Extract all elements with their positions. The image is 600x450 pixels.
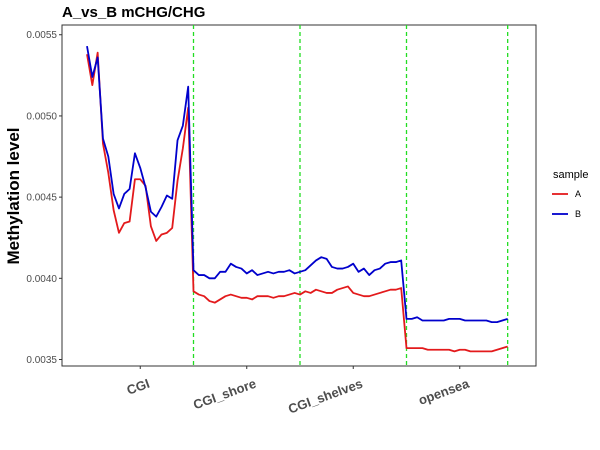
y-tick-label-3: 0.0050 bbox=[26, 111, 57, 122]
series-lines bbox=[86, 45, 508, 353]
series-line-B bbox=[86, 45, 508, 324]
x-tick-label-3: opensea bbox=[416, 375, 471, 407]
y-tick-label-2: 0.0045 bbox=[26, 193, 57, 204]
region-boundaries bbox=[192, 25, 509, 366]
legend-label-B: B bbox=[575, 209, 581, 219]
chart-title: A_vs_B mCHG/CHG bbox=[62, 4, 205, 21]
legend: sample AB bbox=[552, 169, 588, 219]
y-tick-label-0: 0.0035 bbox=[26, 355, 57, 366]
y-axis-label: Methylation level bbox=[4, 128, 23, 265]
x-tick-label-0: CGI bbox=[125, 376, 152, 398]
x-axis: CGI CGI_shore CGI_shelves opensea bbox=[125, 366, 472, 417]
x-tick-label-2: CGI_shelves bbox=[286, 376, 364, 417]
y-axis: 0.0035 0.0040 0.0045 0.0050 0.0055 bbox=[26, 30, 62, 366]
y-tick-label-4: 0.0055 bbox=[26, 30, 57, 41]
x-tick-label-1: CGI_shore bbox=[191, 376, 258, 413]
series-line-A bbox=[86, 51, 508, 353]
legend-label-A: A bbox=[575, 189, 581, 199]
legend-title: sample bbox=[553, 169, 588, 181]
plot-panel bbox=[61, 24, 537, 367]
y-tick-label-1: 0.0040 bbox=[26, 274, 57, 285]
